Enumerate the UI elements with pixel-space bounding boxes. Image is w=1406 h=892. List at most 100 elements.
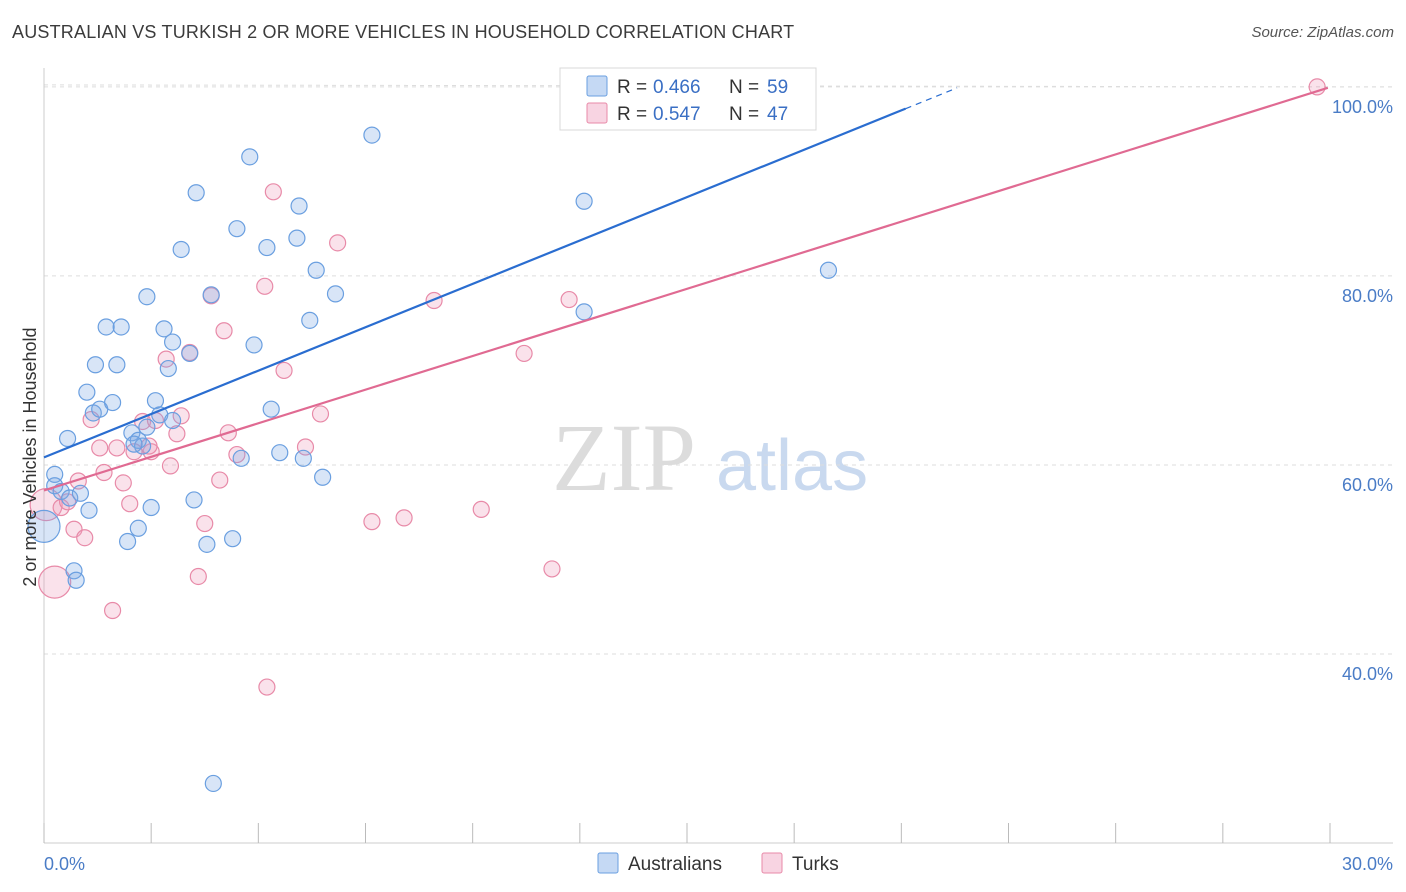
chart-title: AUSTRALIAN VS TURKISH 2 OR MORE VEHICLES… xyxy=(12,22,795,42)
australians-point xyxy=(27,509,61,543)
turks-point xyxy=(275,361,293,380)
australians-point xyxy=(164,411,182,430)
australians-point xyxy=(112,318,130,336)
turks-point xyxy=(108,439,126,457)
turks-point xyxy=(264,183,282,201)
australians-point xyxy=(142,498,160,517)
turks-point xyxy=(76,529,94,547)
bottom-legend-australians: Australians xyxy=(628,854,722,875)
australians-point xyxy=(78,383,96,401)
australians-point xyxy=(301,311,319,329)
australians-point xyxy=(314,468,332,486)
australians-point xyxy=(262,400,280,418)
australians-point xyxy=(232,449,250,467)
turks-point xyxy=(38,565,72,599)
australians-point xyxy=(326,285,345,303)
turks-point xyxy=(196,514,214,533)
turks-point xyxy=(395,509,413,527)
turks-point xyxy=(329,234,347,252)
australians-point xyxy=(159,359,177,378)
legend-n-value-2: 47 xyxy=(767,104,788,125)
australians-point xyxy=(103,393,122,412)
turks-point xyxy=(211,471,229,489)
watermark-atlas: atlas xyxy=(716,426,868,506)
correlation-legend: R = 0.466 N = 59 R = 0.547 N = 47 xyxy=(559,67,817,131)
y-axis-label: 2 or more Vehicles in Household xyxy=(20,327,40,586)
turks-point xyxy=(472,500,490,518)
turks-point xyxy=(258,678,276,696)
source-label: Source: ZipAtlas.com xyxy=(1251,24,1394,41)
australians-point xyxy=(155,320,173,338)
watermark: ZIP atlas xyxy=(552,404,868,511)
legend-swatch-turks xyxy=(586,102,608,124)
australians-point xyxy=(288,229,306,247)
turks-points xyxy=(29,78,1326,696)
turks-point xyxy=(172,407,190,425)
australians-point xyxy=(290,197,308,215)
x-tick-label-max: 30.0% xyxy=(1342,854,1393,874)
bottom-legend-turks: Turks xyxy=(792,854,839,875)
turks-point xyxy=(189,567,207,586)
australians-point xyxy=(138,288,156,306)
series-legend: Australians Turks xyxy=(597,852,839,875)
australians-point xyxy=(80,501,98,519)
australians-point xyxy=(575,303,593,321)
y-tick-label: 40.0% xyxy=(1342,664,1393,684)
australians-point xyxy=(86,356,105,374)
watermark-zip: ZIP xyxy=(552,404,696,511)
legend-box xyxy=(559,67,817,131)
australians-point xyxy=(58,429,77,448)
australians-point xyxy=(245,336,263,354)
australians-point xyxy=(224,530,242,548)
legend-r-value-2: 0.547 xyxy=(653,104,701,125)
australians-trend-extension xyxy=(905,87,958,110)
australians-point xyxy=(146,392,165,410)
turks-point xyxy=(515,344,533,363)
australians-point xyxy=(198,535,216,553)
trend-lines xyxy=(43,86,1329,492)
bottom-legend-swatch-turks xyxy=(761,852,783,874)
australians-point xyxy=(575,192,593,210)
turks-point xyxy=(363,513,381,531)
turks-point xyxy=(140,437,158,455)
turks-trend-line xyxy=(43,86,1329,492)
axes: 40.0% 60.0% 80.0% 100.0% xyxy=(43,68,1393,844)
australians-point xyxy=(67,571,85,589)
turks-point xyxy=(103,601,122,620)
australians-point xyxy=(258,238,276,257)
australians-point xyxy=(125,435,143,453)
turks-point xyxy=(161,457,180,475)
bottom-legend-swatch-australians xyxy=(597,852,619,874)
australians-point xyxy=(129,519,147,537)
turks-point xyxy=(121,495,139,513)
australians-point xyxy=(202,286,220,304)
turks-point xyxy=(114,474,132,492)
turks-point xyxy=(543,560,561,578)
australians-point xyxy=(118,532,137,551)
australians-point xyxy=(108,356,126,374)
australians-trend-line xyxy=(43,107,907,459)
australians-point xyxy=(204,774,222,793)
australians-point xyxy=(164,333,182,351)
turks-point xyxy=(215,322,233,340)
legend-n-value-1: 59 xyxy=(767,77,788,98)
australians-point xyxy=(819,261,838,279)
australians-point xyxy=(138,418,156,436)
australians-point xyxy=(97,318,115,336)
australians-point xyxy=(181,344,199,363)
australians-point xyxy=(187,184,205,202)
australians-point xyxy=(294,449,312,467)
y-tick-label: 80.0% xyxy=(1342,286,1393,306)
legend-n-label-1: N = xyxy=(729,77,759,98)
australians-points xyxy=(27,126,838,793)
legend-r-value-1: 0.466 xyxy=(653,77,701,98)
australians-point xyxy=(363,126,381,144)
australians-point xyxy=(71,484,90,502)
y-tick-label: 100.0% xyxy=(1332,97,1393,117)
turks-point xyxy=(168,425,186,443)
legend-swatch-australians xyxy=(586,75,608,97)
australians-point xyxy=(228,220,246,238)
grid xyxy=(43,84,1394,655)
legend-r-label-2: R = xyxy=(617,104,647,125)
turks-point xyxy=(91,439,109,457)
